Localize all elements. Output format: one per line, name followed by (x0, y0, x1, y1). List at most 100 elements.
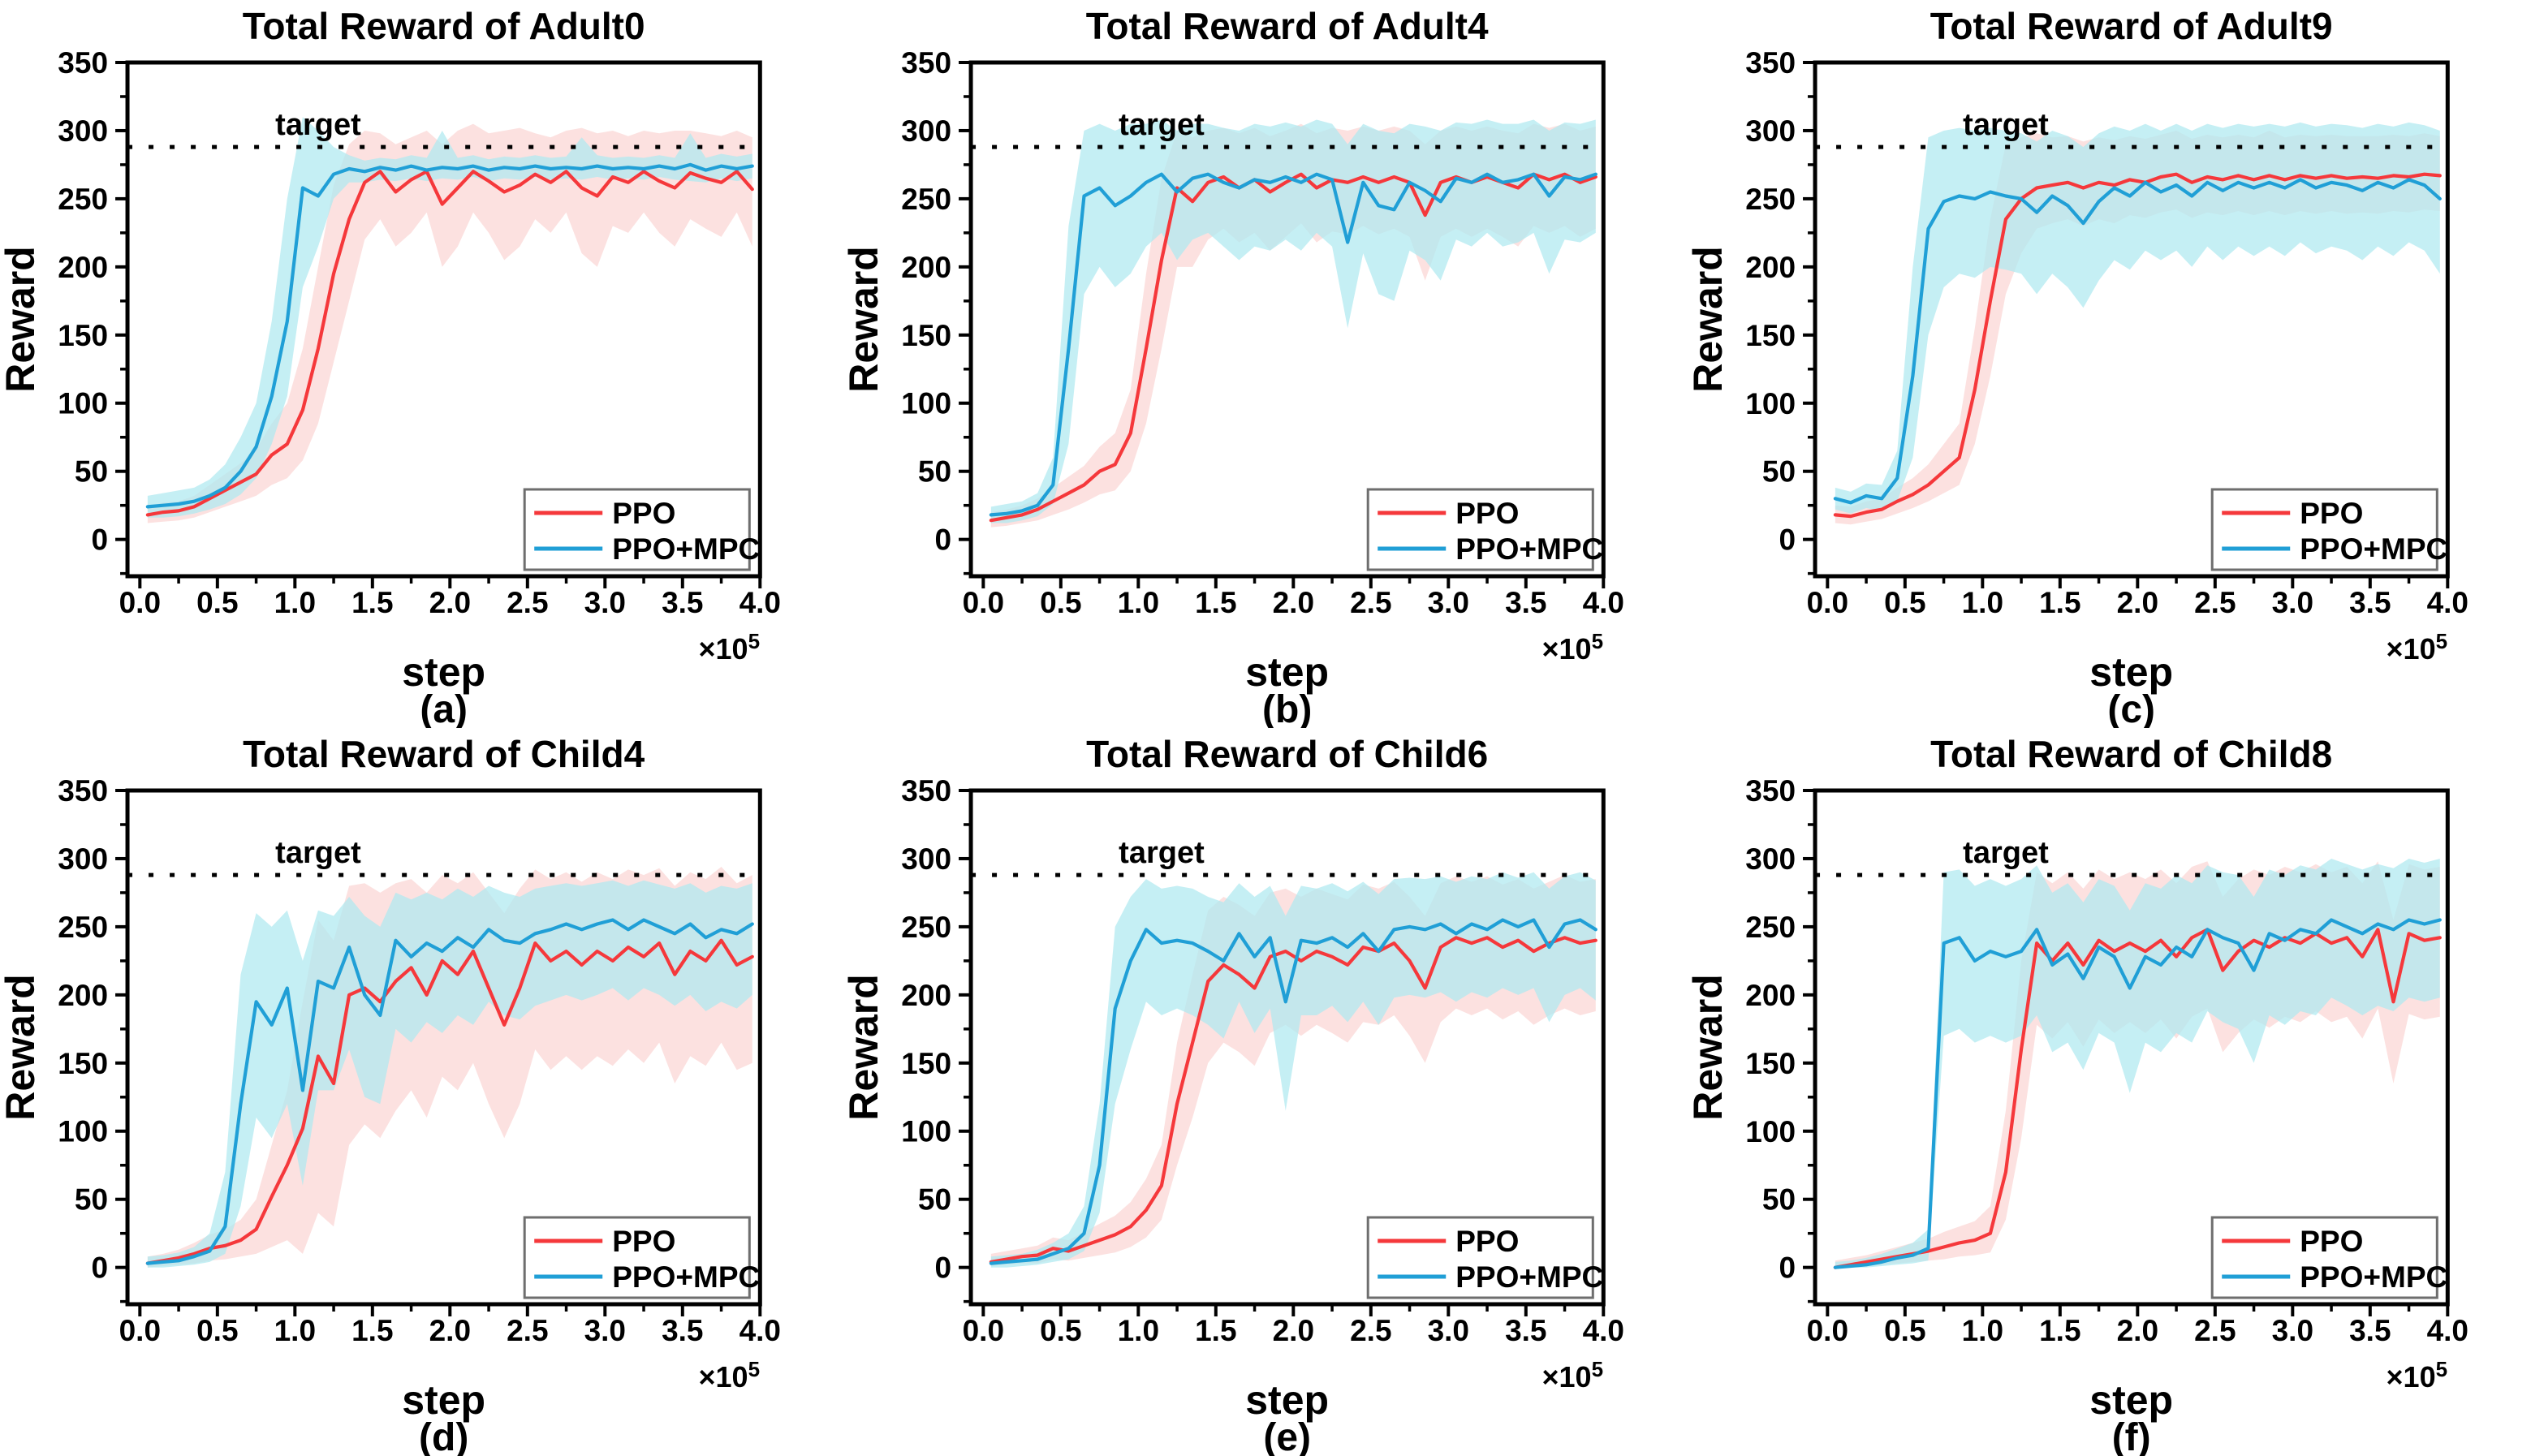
y-tick-label: 50 (918, 455, 951, 489)
y-tick-label: 300 (1745, 842, 1796, 876)
ppo-line (1833, 172, 2442, 519)
panel-title: Total Reward of Child4 (243, 733, 645, 775)
legend-label-ppo: PPO (612, 1225, 675, 1258)
x-tick-label: 3.0 (584, 586, 626, 619)
x-tick-label: 3.0 (1428, 1314, 1469, 1347)
x-tick-label: 4.0 (739, 586, 781, 619)
x-tick-label: 3.0 (584, 1314, 626, 1347)
legend-box (523, 1216, 751, 1299)
y-tick-label: 200 (1745, 979, 1796, 1012)
chart-panel-f: target 0.0 0.5 1.0 1.5 2.0 2.5 3.0 3.5 4.0 0 50 100 1… (1688, 733, 2468, 1456)
y-tick-label: 300 (902, 114, 952, 148)
plot-frame (125, 60, 762, 579)
x-tick-label: 0.0 (119, 1314, 161, 1347)
x-tick-label: 3.5 (1505, 1314, 1546, 1347)
x-axis-label: step (2089, 649, 2173, 695)
y-axis-label: Reward (843, 974, 886, 1121)
target-label: target (275, 108, 361, 142)
y-tick-label: 300 (1745, 114, 1796, 148)
legend-label-ppo-mpc: PPO+MPC (2300, 532, 2447, 566)
x-scale-exponent-label: ×105 (1542, 629, 1604, 666)
x-tick-label: 1.0 (274, 1314, 316, 1347)
y-tick-label: 200 (1745, 251, 1796, 284)
x-tick-label: 3.0 (2271, 1314, 2313, 1347)
plot-frame (1813, 788, 2450, 1307)
chart-panel-d: target 0.0 0.5 1.0 1.5 2.0 2.5 3.0 3.5 4.0 0 50 100 1… (0, 733, 781, 1456)
y-tick-label: 350 (58, 774, 108, 808)
y-tick-label: 150 (58, 319, 108, 352)
legend-label-ppo-mpc: PPO+MPC (2300, 1260, 2447, 1294)
x-tick-label: 2.5 (1350, 586, 1391, 619)
panel-sublabel: (d) (419, 1416, 468, 1456)
ppo-line (990, 936, 1598, 1264)
target-label: target (1119, 836, 1205, 870)
x-axis-label: step (1246, 649, 1330, 695)
chart-cell-d: target 0.0 0.5 1.0 1.5 2.0 2.5 3.0 3.5 4.0 0 50 100 1… (0, 728, 843, 1456)
x-tick-label: 1.5 (1195, 586, 1236, 619)
y-axis-label: Reward (0, 246, 43, 393)
y-tick-label: 250 (58, 183, 108, 216)
legend-box (2210, 1216, 2438, 1299)
x-tick-label: 1.0 (274, 586, 316, 619)
ppo-mpc-line (145, 162, 754, 509)
ppo-mpc-confidence-band (147, 117, 752, 518)
x-tick-label: 2.0 (1273, 1314, 1314, 1347)
plot-frame (968, 788, 1606, 1307)
x-tick-label: 0.0 (119, 586, 161, 619)
x-tick-label: 2.0 (429, 1314, 471, 1347)
panel-title: Total Reward of Adult4 (1086, 5, 1489, 47)
y-tick-label: 300 (902, 842, 952, 876)
y-tick-label: 150 (902, 1047, 952, 1080)
panel-title: Total Reward of Adult9 (1930, 5, 2332, 47)
x-tick-label: 3.5 (1505, 586, 1546, 619)
y-tick-label: 0 (1779, 1251, 1796, 1285)
y-tick-label: 250 (1745, 183, 1796, 216)
x-tick-label: 2.5 (1350, 1314, 1391, 1347)
x-tick-label: 2.0 (429, 586, 471, 619)
y-tick-label: 0 (1779, 523, 1796, 557)
ppo-mpc-confidence-band (991, 872, 1597, 1268)
panel-sublabel: (e) (1264, 1416, 1312, 1456)
y-tick-label: 200 (902, 251, 952, 284)
y-tick-label: 50 (75, 1183, 108, 1217)
target-label: target (1119, 108, 1205, 142)
chart-cell-e: target 0.0 0.5 1.0 1.5 2.0 2.5 3.0 3.5 4.0 0 50 100 1… (843, 728, 1687, 1456)
y-tick-label: 200 (58, 251, 108, 284)
chart-cell-f: target 0.0 0.5 1.0 1.5 2.0 2.5 3.0 3.5 4.0 0 50 100 1… (1688, 728, 2531, 1456)
x-tick-label: 0.5 (1884, 1314, 1925, 1347)
chart-panel-c: target 0.0 0.5 1.0 1.5 2.0 2.5 3.0 3.5 4.0 0 50 100 1… (1688, 5, 2468, 728)
ppo-line (1833, 928, 2442, 1269)
x-tick-label: 3.5 (2349, 586, 2391, 619)
x-tick-label: 0.0 (1806, 586, 1848, 619)
x-tick-label: 1.0 (1118, 1314, 1159, 1347)
x-tick-label: 3.0 (2271, 586, 2313, 619)
y-tick-label: 50 (75, 455, 108, 489)
chart-panel-e: target 0.0 0.5 1.0 1.5 2.0 2.5 3.0 3.5 4.0 0 50 100 1… (843, 733, 1624, 1456)
y-tick-label: 0 (91, 1251, 108, 1285)
x-tick-label: 2.5 (2194, 1314, 2236, 1347)
y-tick-label: 350 (1745, 46, 1796, 80)
y-axis-label: Reward (843, 246, 886, 393)
legend-label-ppo-mpc: PPO+MPC (1456, 1260, 1604, 1294)
y-tick-label: 0 (935, 1251, 952, 1285)
y-tick-label: 300 (58, 842, 108, 876)
y-tick-label: 350 (902, 774, 952, 808)
y-tick-label: 350 (58, 46, 108, 80)
y-tick-label: 100 (58, 1115, 108, 1148)
x-axis-label: step (402, 1377, 485, 1423)
ppo-mpc-line (1833, 918, 2442, 1269)
x-tick-label: 3.5 (662, 1314, 703, 1347)
x-tick-label: 0.0 (963, 1314, 1004, 1347)
x-tick-label: 1.5 (351, 1314, 393, 1347)
legend-box (1367, 488, 1595, 571)
panel-sublabel: (a) (420, 688, 468, 728)
y-tick-label: 200 (58, 979, 108, 1012)
y-axis-label: Reward (1688, 974, 1731, 1121)
y-tick-label: 250 (1745, 911, 1796, 944)
chart-cell-b: target 0.0 0.5 1.0 1.5 2.0 2.5 3.0 3.5 4.0 0 50 100 1… (843, 0, 1687, 728)
legend-label-ppo: PPO (2300, 497, 2363, 530)
legend-label-ppo: PPO (1456, 1225, 1520, 1258)
panel-title: Total Reward of Adult0 (243, 5, 645, 47)
ppo-line (145, 170, 754, 517)
y-tick-label: 150 (1745, 1047, 1796, 1080)
